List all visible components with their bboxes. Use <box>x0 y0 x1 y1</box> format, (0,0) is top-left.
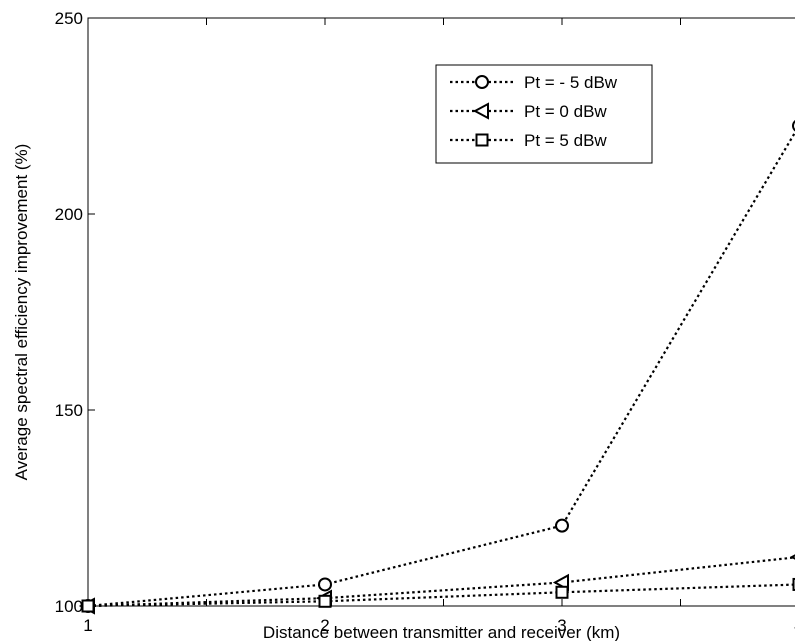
series-square <box>81 577 795 613</box>
legend-label: Pt = 0 dBw <box>524 102 607 121</box>
legend: Pt = - 5 dBw Pt = 0 dBw Pt = 5 dBw <box>435 64 653 164</box>
y-axis-title: Average spectral efficiency improvement … <box>12 144 31 481</box>
square-marker <box>792 577 795 591</box>
square-marker <box>555 585 569 599</box>
circle-marker <box>475 75 489 89</box>
triangle-marker <box>789 554 795 560</box>
circle-marker <box>555 518 569 533</box>
x-tick-label: 2 <box>320 616 329 635</box>
square-marker <box>475 133 489 147</box>
y-tick-label: 100 <box>55 597 83 616</box>
square-marker <box>81 599 95 613</box>
square-marker <box>318 594 332 608</box>
x-axis-title: Distance between transmitter and receive… <box>263 623 620 641</box>
legend-label: Pt = 5 dBw <box>524 131 607 150</box>
legend-item: Pt = 5 dBw <box>450 131 607 150</box>
legend-item: Pt = - 5 dBw <box>450 73 618 92</box>
y-tick-label: 150 <box>55 401 83 420</box>
circle-marker <box>318 577 332 592</box>
x-tick-label: 1 <box>83 616 92 635</box>
y-tick-label: 250 <box>55 9 83 28</box>
x-tick-label: 3 <box>557 616 566 635</box>
axis-tick-labels: 1234100150200250 <box>55 9 795 635</box>
legend-label: Pt = - 5 dBw <box>524 73 618 92</box>
series-layer <box>78 120 795 615</box>
triangle-marker <box>472 102 489 120</box>
y-tick-label: 200 <box>55 205 83 224</box>
legend-item: Pt = 0 dBw <box>450 102 607 121</box>
